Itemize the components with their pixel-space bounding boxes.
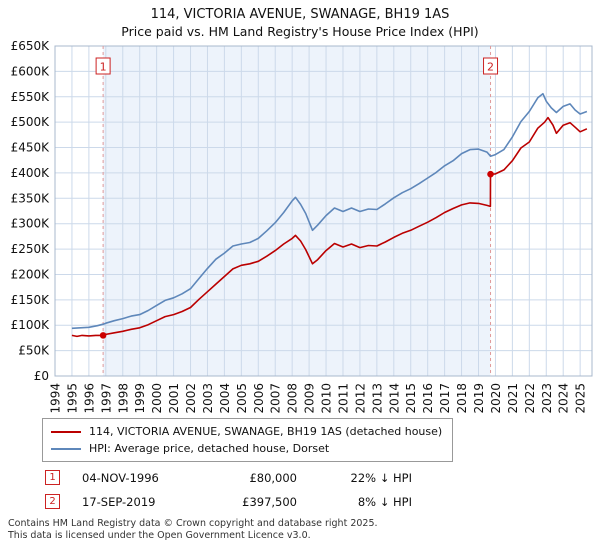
chart-titles: 114, VICTORIA AVENUE, SWANAGE, BH19 1AS … [0, 0, 600, 40]
sale-number-label: 1 [100, 61, 107, 74]
y-axis-label: £650K [11, 40, 51, 53]
legend-property-label: 114, VICTORIA AVENUE, SWANAGE, BH19 1AS … [89, 425, 443, 438]
x-axis-label: 2003 [201, 383, 215, 414]
sale-2-price: £397,500 [242, 494, 297, 509]
sale-point-dot [487, 170, 494, 178]
y-axis-label: £350K [11, 191, 51, 205]
x-axis-label: 2005 [235, 383, 249, 414]
footer-line-2: This data is licensed under the Open Gov… [8, 530, 311, 541]
x-axis-label: 2018 [455, 383, 469, 414]
x-axis-label: 1998 [116, 383, 130, 414]
legend-item-hpi: HPI: Average price, detached house, Dors… [51, 440, 442, 457]
copyright-footer: Contains HM Land Registry data © Crown c… [8, 518, 600, 542]
x-axis-label: 2004 [218, 383, 232, 414]
legend-hpi-label: HPI: Average price, detached house, Dors… [89, 442, 330, 455]
x-axis-label: 2007 [269, 383, 283, 414]
x-axis-label: 2013 [370, 383, 384, 414]
plot-frame [54, 45, 593, 377]
x-axis-label: 2023 [540, 383, 554, 414]
property-line-swatch [51, 430, 81, 433]
x-axis-label: 2014 [387, 383, 401, 414]
x-axis-label: 2020 [489, 383, 503, 414]
hpi-line-swatch [51, 447, 81, 450]
page-subtitle: Price paid vs. HM Land Registry's House … [121, 24, 479, 39]
y-axis-label: £300K [11, 217, 51, 231]
y-axis-label: £150K [11, 293, 51, 307]
x-axis-label: 2017 [438, 383, 452, 414]
sale-annotations: 1 04-NOV-1996 £80,000 22% ↓ HPI 2 17-SEP… [0, 470, 600, 509]
x-axis-label: 2025 [574, 383, 588, 414]
sale-row-1: 1 04-NOV-1996 £80,000 22% ↓ HPI [45, 470, 600, 485]
sale-number-label: 2 [487, 61, 494, 74]
x-axis-label: 1999 [133, 383, 147, 414]
x-axis-label: 1997 [99, 383, 113, 414]
hpi-line [71, 92, 588, 330]
y-axis-label: £500K [11, 115, 51, 129]
page-title: 114, VICTORIA AVENUE, SWANAGE, BH19 1AS [150, 7, 450, 22]
y-axis-label: £250K [11, 242, 51, 256]
x-axis-label: 2024 [557, 383, 571, 414]
ownership-shaded-region [103, 46, 491, 376]
sale-point-dot [99, 332, 107, 339]
sale-number-box [95, 57, 111, 75]
footer-line-1: Contains HM Land Registry data © Crown c… [8, 518, 378, 529]
sale-1-date: 04-NOV-1996 [82, 470, 159, 485]
x-axis-label: 2010 [320, 383, 334, 414]
x-axis-label: 2001 [167, 383, 181, 414]
x-axis-label: 2021 [506, 383, 520, 414]
y-axis-label: £400K [11, 166, 51, 180]
sale-row-2: 2 17-SEP-2019 £397,500 8% ↓ HPI [45, 494, 600, 509]
y-axis-label: £200K [11, 267, 51, 281]
x-axis-label: 2009 [303, 383, 317, 414]
x-axis-label: 2019 [472, 383, 486, 414]
x-axis-label: 2015 [404, 383, 418, 414]
x-axis-label: 2000 [150, 383, 164, 414]
x-axis-label: 2011 [336, 383, 350, 414]
price-chart: 1 2 £0 £50K £100K £150K £200K £250K £300K £350K £4… [11, 40, 593, 414]
y-axis-label: £100K [11, 318, 51, 332]
x-axis-label: 2012 [353, 383, 367, 414]
x-axis-label: 1995 [65, 383, 79, 414]
y-axis-label: £600K [11, 64, 51, 78]
x-axis-label: 1996 [82, 383, 96, 414]
sale-1-price: £80,000 [249, 470, 297, 485]
y-axis-label: £550K [11, 90, 51, 104]
y-axis-label: £0 [34, 369, 49, 383]
sale-1-marker: 1 [45, 470, 60, 485]
y-axis-label: £50K [18, 344, 50, 358]
x-axis-label: 2022 [523, 383, 537, 414]
x-axis-label: 1994 [49, 383, 63, 414]
x-axis-label: 2006 [252, 383, 266, 414]
property-price-line [71, 116, 588, 338]
x-axis-label: 2016 [421, 383, 435, 414]
sale-2-marker: 2 [45, 494, 60, 509]
y-axis-label: £450K [11, 141, 51, 155]
sale-2-hpi-delta: 8% ↓ HPI [357, 494, 412, 509]
x-axis-label: 2002 [184, 383, 198, 414]
legend-item-property: 114, VICTORIA AVENUE, SWANAGE, BH19 1AS … [51, 423, 442, 440]
sale-number-box [483, 57, 499, 75]
chart-legend: 114, VICTORIA AVENUE, SWANAGE, BH19 1AS … [42, 418, 454, 462]
sale-1-hpi-delta: 22% ↓ HPI [350, 470, 412, 485]
x-axis-label: 2008 [286, 383, 300, 414]
sale-2-date: 17-SEP-2019 [82, 494, 156, 509]
